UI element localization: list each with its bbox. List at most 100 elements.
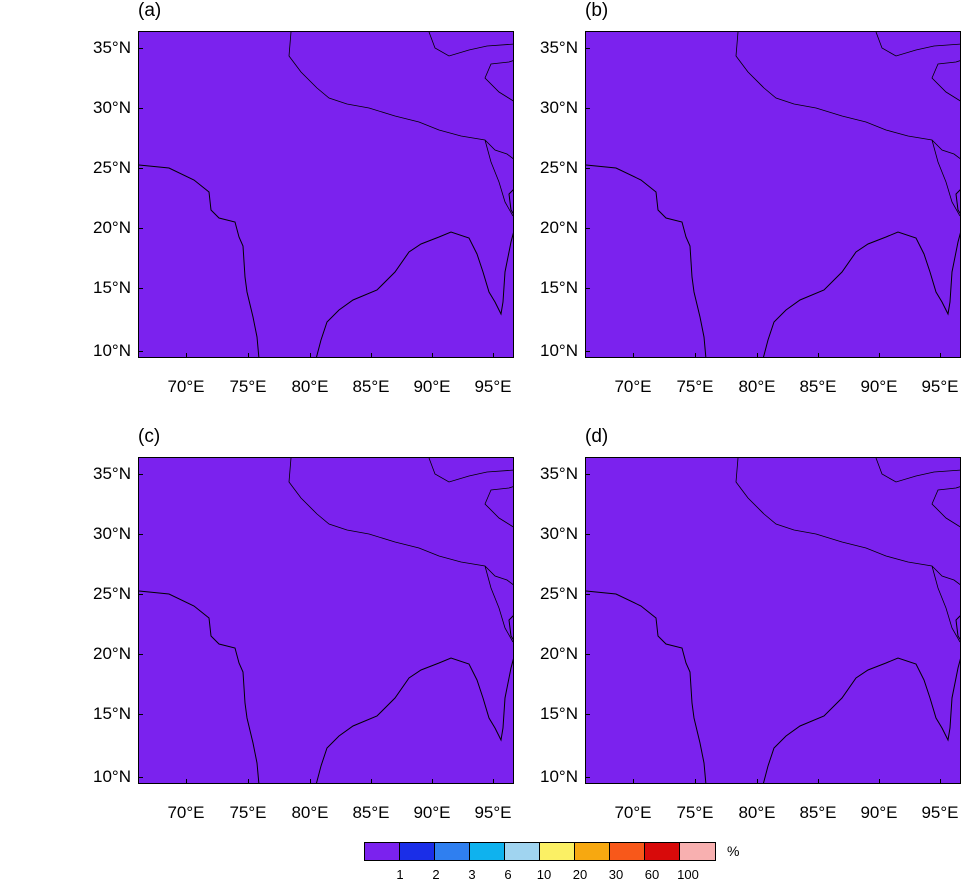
colorbar-swatch [540,843,575,860]
lat-tick-label: 35°N [540,38,578,57]
lon-tick-mark [818,779,819,784]
lat-tick-mark [138,654,143,655]
lon-tick-label: 80°E [738,803,776,822]
lat-tick-mark [585,288,590,289]
lon-tick-label: 75°E [676,377,714,396]
coastline [139,164,513,357]
lon-tick-label: 70°E [614,377,652,396]
colorbar-level-label: 100 [677,867,699,882]
lon-tick-label: 95°E [921,803,959,822]
country-borders [288,458,513,643]
lat-tick-mark [585,714,590,715]
panel-label: (c) [138,426,161,447]
lon-tick-label: 75°E [676,803,714,822]
lat-tick-mark [585,654,590,655]
lat-tick-mark [585,108,590,109]
lon-tick-mark [371,779,372,784]
colorbar-swatch [645,843,680,860]
colorbar-swatch [400,843,435,860]
lat-tick-label: 30°N [93,98,131,117]
lat-tick-mark [585,351,590,352]
lon-tick-mark [940,779,941,784]
lon-tick-mark [879,353,880,358]
lon-tick-label: 95°E [474,377,512,396]
lon-tick-mark [633,779,634,784]
lat-tick-label: 20°N [93,218,131,237]
lon-tick-mark [879,779,880,784]
colorbar-swatch [365,843,400,860]
map-panel [585,457,961,784]
colorbar-level-label: 2 [432,867,440,882]
lat-tick-label: 25°N [540,584,578,603]
lat-tick-label: 35°N [540,464,578,483]
panel-label: (b) [585,0,609,21]
lon-tick-label: 75°E [229,803,267,822]
coastline [586,590,960,783]
colorbar-level-label: 60 [644,867,660,882]
lat-tick-mark [585,534,590,535]
lat-tick-label: 10°N [93,341,131,360]
lat-tick-mark [138,168,143,169]
lat-tick-label: 15°N [93,704,131,723]
lon-tick-label: 95°E [921,377,959,396]
lon-tick-mark [633,353,634,358]
map-panel [585,31,961,358]
lon-tick-mark [818,353,819,358]
colorbar-unit: % [727,843,740,859]
colorbar-swatch [470,843,505,860]
colorbar-swatch [505,843,540,860]
colorbar-swatch [575,843,610,860]
lat-tick-label: 35°N [93,464,131,483]
lon-tick-label: 80°E [738,377,776,396]
lat-tick-label: 30°N [540,524,578,543]
lat-tick-label: 20°N [540,218,578,237]
map-panel [138,457,514,784]
lat-tick-mark [138,288,143,289]
lat-tick-label: 25°N [540,158,578,177]
lat-tick-label: 20°N [93,644,131,663]
lon-tick-mark [432,779,433,784]
colorbar-level-label: 20 [572,867,588,882]
lon-tick-label: 70°E [167,803,205,822]
lon-tick-mark [248,779,249,784]
map-panel [138,31,514,358]
lon-tick-label: 75°E [229,377,267,396]
lat-tick-label: 25°N [93,584,131,603]
lon-tick-label: 90°E [860,803,898,822]
lon-tick-label: 90°E [413,377,451,396]
lon-tick-mark [695,779,696,784]
colorbar-swatch [435,843,470,860]
lat-tick-label: 15°N [540,704,578,723]
lat-tick-label: 10°N [93,767,131,786]
colorbar-swatch [680,843,715,860]
colorbar-level-label: 1 [396,867,404,882]
lat-tick-mark [585,777,590,778]
lon-tick-label: 70°E [167,377,205,396]
lat-tick-label: 10°N [540,341,578,360]
lat-tick-label: 15°N [93,278,131,297]
colorbar-level-label: 30 [608,867,624,882]
lon-tick-mark [310,353,311,358]
lat-tick-label: 30°N [93,524,131,543]
lon-tick-mark [493,779,494,784]
lat-tick-mark [585,228,590,229]
lon-tick-label: 90°E [413,803,451,822]
lon-tick-label: 80°E [291,377,329,396]
lon-tick-label: 95°E [474,803,512,822]
lon-tick-mark [186,353,187,358]
lat-tick-mark [138,714,143,715]
lat-tick-mark [585,168,590,169]
lat-tick-label: 35°N [93,38,131,57]
lon-tick-mark [493,353,494,358]
country-borders [735,458,960,643]
lon-tick-mark [310,779,311,784]
lat-tick-mark [585,48,590,49]
lon-tick-mark [695,353,696,358]
lon-tick-mark [432,353,433,358]
country-borders [735,32,960,217]
colorbar-swatch [610,843,645,860]
lon-tick-mark [757,353,758,358]
panel-label: (d) [585,426,609,447]
lat-tick-mark [138,534,143,535]
lat-tick-mark [138,474,143,475]
